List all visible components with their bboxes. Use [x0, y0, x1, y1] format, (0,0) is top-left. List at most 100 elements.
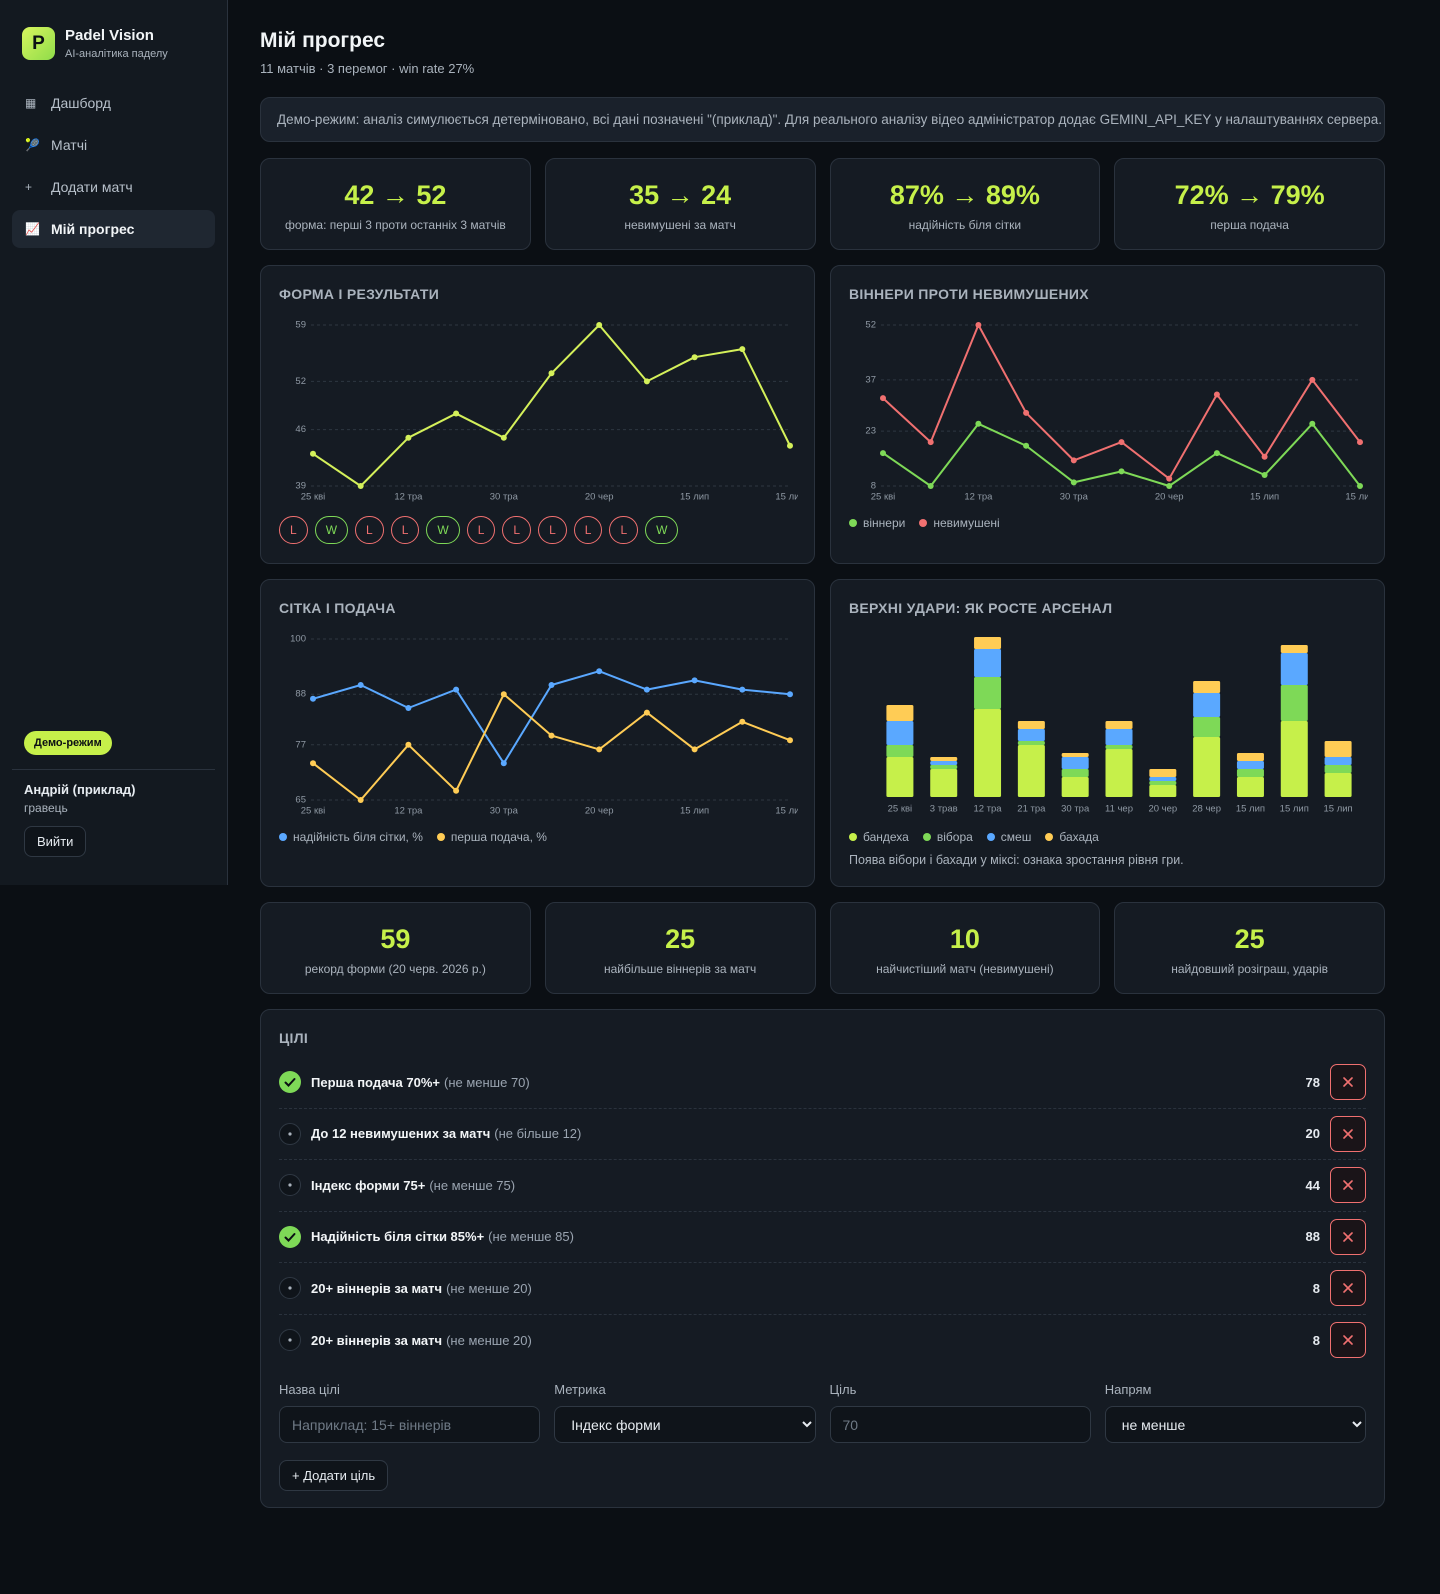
status-dot — [288, 1338, 292, 1342]
x-lines — [1343, 1077, 1353, 1088]
nav-item[interactable]: ▦ Дашборд — [12, 84, 215, 122]
goal-value: 20 — [1305, 1126, 1320, 1142]
legend-dot — [922, 833, 931, 841]
point — [500, 760, 507, 767]
kpi-card-value: 87% → 89% — [889, 180, 1040, 210]
x-tick-label: 20 чер — [585, 492, 614, 503]
status-dot — [288, 1132, 292, 1136]
nav-label: Дашборд — [51, 95, 111, 111]
y-tick-label: 46 — [295, 424, 306, 435]
point — [1309, 376, 1316, 383]
bar-segment — [1061, 757, 1089, 769]
goal-name: Перша подача 70%+ — [311, 1074, 440, 1090]
chart-card: ВЕРХНІ УДАРИ: ЯК РОСТЕ АРСЕНАЛ 25 кві 3 тр… — [830, 579, 1385, 887]
select-input[interactable]: Індекс форми — [554, 1406, 816, 1443]
point — [310, 450, 316, 457]
nav-item[interactable]: 🎾 Матчі — [12, 126, 215, 164]
x-icon — [1343, 1231, 1353, 1242]
point — [453, 410, 460, 417]
delete-goal-button[interactable] — [1330, 1270, 1366, 1307]
bar-segment — [1017, 741, 1045, 745]
plot: 39 46 52 59 25 кві 12 тра 30 тра 20 чер 15 лип 15… — [295, 320, 798, 503]
select-input[interactable]: не менше — [1104, 1406, 1366, 1443]
point — [880, 450, 886, 457]
goal-row: 20+ віннерів за матч (не менше 20) 8 — [279, 1263, 1366, 1315]
goal-name: 20+ віннерів за матч — [311, 1280, 443, 1296]
logout-button[interactable]: Вийти — [24, 826, 87, 857]
bar-segment — [1236, 753, 1264, 761]
bar-segment — [1105, 745, 1133, 749]
chart-card: ВІННЕРИ ПРОТИ НЕВИМУШЕНИХ 8 23 37 52 25 кві 12… — [830, 265, 1385, 564]
legend: бандеха вібора смеш бахада — [849, 830, 1099, 844]
x-lines — [1343, 1180, 1353, 1191]
bar-segment — [974, 677, 1002, 709]
bar-segment — [974, 709, 1002, 797]
goal-row: Перша подача 70%+ (не менше 70) 78 — [279, 1057, 1366, 1109]
x-tick-label: 30 тра — [490, 806, 519, 817]
record-card-value: 25 — [1234, 924, 1265, 954]
kpi-card: 42 → 52 форма: перші 3 проти останніх 3 м… — [260, 158, 531, 250]
delete-goal-button[interactable] — [1330, 1167, 1366, 1204]
legend-item: перша подача, % — [436, 830, 547, 844]
bar-segment — [1061, 769, 1089, 777]
goal-status — [279, 1329, 301, 1352]
point — [1357, 439, 1363, 446]
record-card: 10 найчистіший матч (невимушені) — [829, 902, 1101, 994]
bar-segment — [1280, 645, 1308, 653]
bar-segment — [1324, 741, 1352, 757]
delete-goal-button[interactable] — [1330, 1322, 1366, 1359]
goal-status — [279, 1225, 301, 1248]
text-input[interactable] — [279, 1406, 541, 1443]
goal-status — [279, 1174, 301, 1197]
goal-value: 8 — [1312, 1332, 1320, 1348]
result-chip: L — [466, 516, 496, 544]
legend-dot — [919, 519, 928, 527]
bar-segment — [1193, 717, 1221, 737]
bar-segment — [1193, 681, 1221, 693]
point — [787, 691, 793, 698]
record-card: 59 рекорд форми (20 черв. 2026 р.) — [260, 902, 531, 994]
goal-hint: (не менше 20) — [446, 1280, 532, 1296]
goal-value: 44 — [1305, 1177, 1320, 1193]
bar-segment — [1193, 693, 1221, 717]
sidebar: P Padel Vision AI-аналітика паделу ▦ Дашб… — [0, 0, 228, 885]
bar-segment — [930, 769, 958, 797]
bar-segment — [1017, 729, 1045, 741]
form-field: Метрика Індекс форми — [554, 1382, 816, 1443]
delete-goal-button[interactable] — [1330, 1064, 1366, 1101]
bar-segment — [974, 637, 1002, 649]
nav-item[interactable]: 📈 Мій прогрес — [12, 210, 215, 248]
chart-card: СІТКА І ПОДАЧА 65 77 88 100 25 кві 12 тра 30 тр… — [260, 579, 815, 887]
text-input[interactable] — [829, 1406, 1091, 1443]
bar-segment — [1149, 777, 1177, 781]
line — [882, 422, 1361, 487]
goal-value: 8 — [1312, 1280, 1320, 1296]
nav-icon: ▦ — [25, 96, 37, 110]
legend-label: смеш — [1000, 830, 1032, 844]
add-goal-button[interactable]: + Додати ціль — [279, 1460, 389, 1491]
kpi-card-value: 35 → 24 — [629, 180, 732, 210]
kpi-card-label: надійність біля сітки — [908, 218, 1022, 232]
point — [1213, 450, 1220, 457]
field-label: Назва цілі — [279, 1382, 340, 1397]
result-chip: L — [538, 516, 567, 544]
goal-status — [279, 1071, 301, 1094]
bar-segment — [886, 745, 914, 757]
bar-segment — [1324, 773, 1352, 797]
nav-item[interactable]: + Додати матч — [12, 168, 215, 206]
status-dot — [288, 1286, 292, 1290]
result-chip: W — [645, 516, 679, 544]
chart-title: ВЕРХНІ УДАРИ: ЯК РОСТЕ АРСЕНАЛ — [849, 600, 1113, 616]
delete-goal-button[interactable] — [1330, 1115, 1366, 1152]
nav-label: Додати матч — [51, 179, 133, 195]
brand: Padel Vision — [65, 27, 154, 44]
delete-goal-button[interactable] — [1330, 1218, 1366, 1255]
bar-segment — [1105, 729, 1133, 745]
x-tick-label: 30 тра — [1061, 804, 1090, 815]
record-card-label: найдовший розіграш, ударів — [1171, 962, 1329, 976]
bar-segment — [1193, 737, 1221, 797]
legend-label: вібора — [936, 830, 973, 844]
legend-item: бандеха — [849, 830, 909, 844]
